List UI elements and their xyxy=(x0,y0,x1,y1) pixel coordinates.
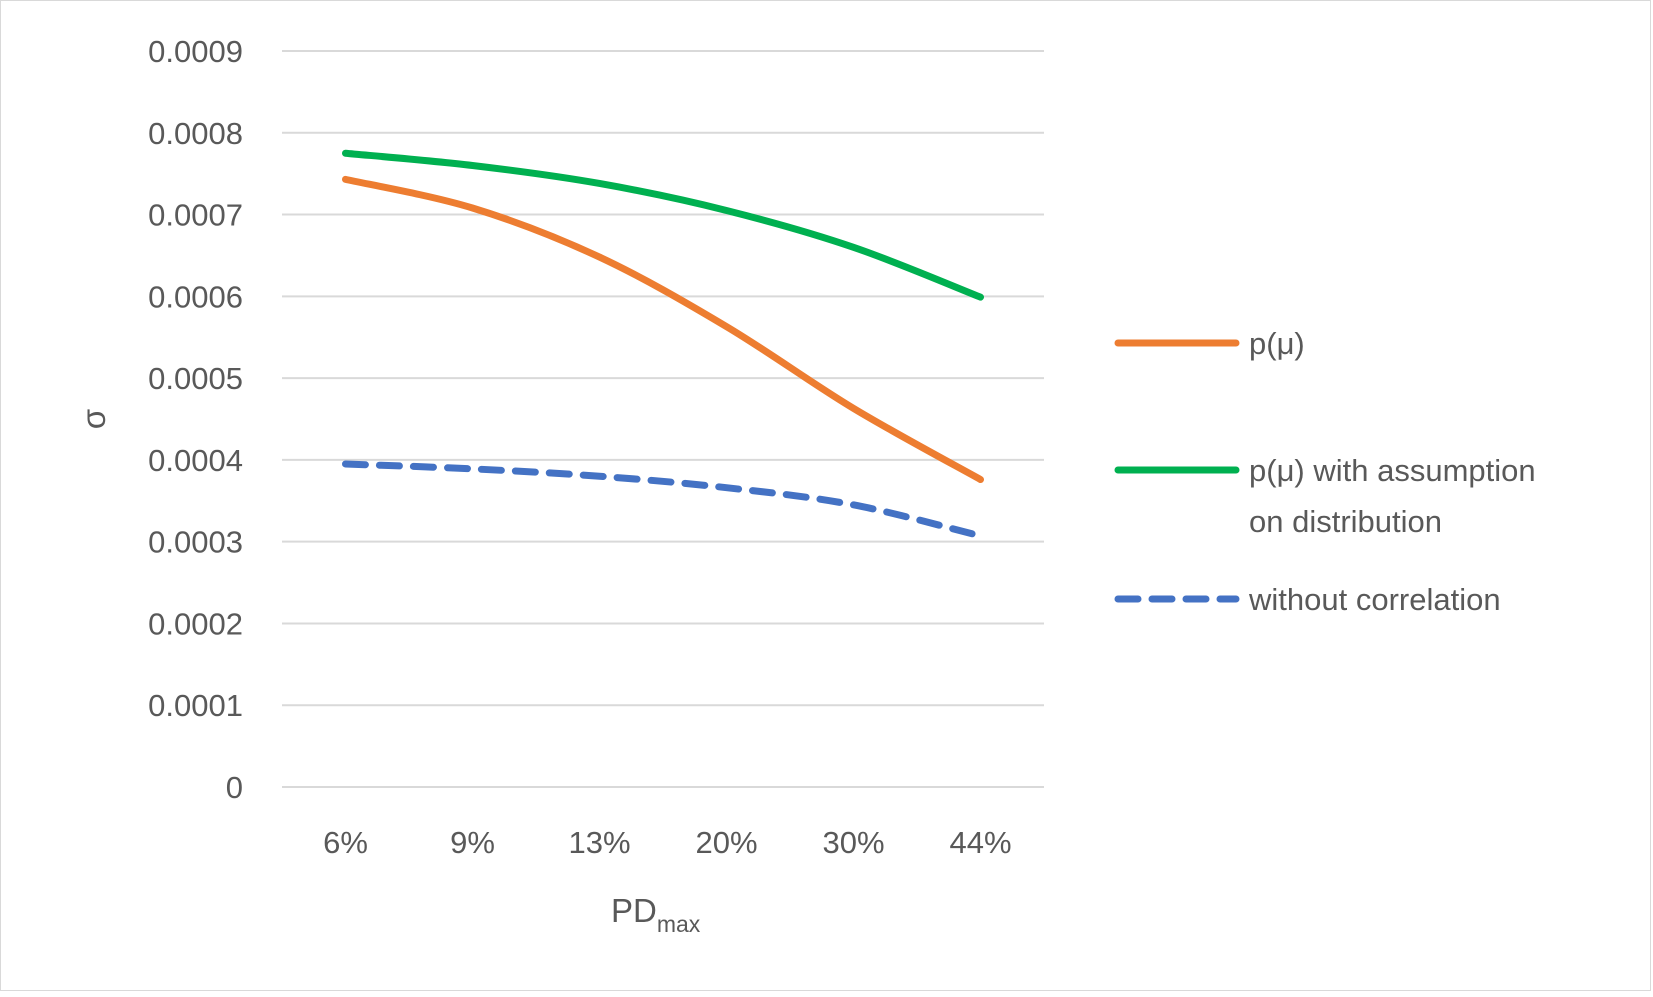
legend-label: p(μ) with assumption xyxy=(1249,453,1536,488)
legend-label: p(μ) xyxy=(1249,326,1305,361)
y-tick-label: 0.0002 xyxy=(148,606,243,641)
legend-label: on distribution xyxy=(1249,504,1442,539)
y-tick-label: 0.0007 xyxy=(148,198,243,233)
legend-label: without correlation xyxy=(1248,582,1501,617)
y-axis-title: σ xyxy=(75,409,112,429)
x-axis-title: PDmax xyxy=(611,892,701,937)
y-tick-label: 0.0005 xyxy=(148,361,243,396)
x-axis-tick-labels: 6% 9% 13% 20% 30% 44% xyxy=(323,825,1011,860)
series-line-3 xyxy=(342,460,984,540)
y-tick-label: 0 xyxy=(226,770,243,805)
x-tick-label: 9% xyxy=(450,825,495,860)
x-tick-label: 20% xyxy=(695,825,757,860)
series-line-2 xyxy=(342,149,984,301)
y-tick-label: 0.0009 xyxy=(148,34,243,69)
x-axis-title-main: PD xyxy=(611,892,657,929)
y-tick-label: 0.0003 xyxy=(148,525,243,560)
y-axis-tick-labels: 0 0.0001 0.0002 0.0003 0.0004 0.0005 0.0006 0.0… xyxy=(148,34,243,805)
x-tick-label: 30% xyxy=(822,825,884,860)
x-tick-label: 13% xyxy=(568,825,630,860)
series-line-1 xyxy=(342,175,984,484)
y-tick-label: 0.0008 xyxy=(148,116,243,151)
y-tick-label: 0.0004 xyxy=(148,443,243,478)
x-tick-label: 6% xyxy=(323,825,368,860)
legend: p(μ) p(μ) with assumption on distribution w… xyxy=(1114,326,1536,617)
gridlines xyxy=(282,50,1044,788)
y-tick-label: 0.0001 xyxy=(148,688,243,723)
x-tick-label: 44% xyxy=(949,825,1011,860)
series-lines xyxy=(342,149,984,540)
x-axis-title-subscript: max xyxy=(657,911,701,937)
y-tick-label: 0.0006 xyxy=(148,279,243,314)
